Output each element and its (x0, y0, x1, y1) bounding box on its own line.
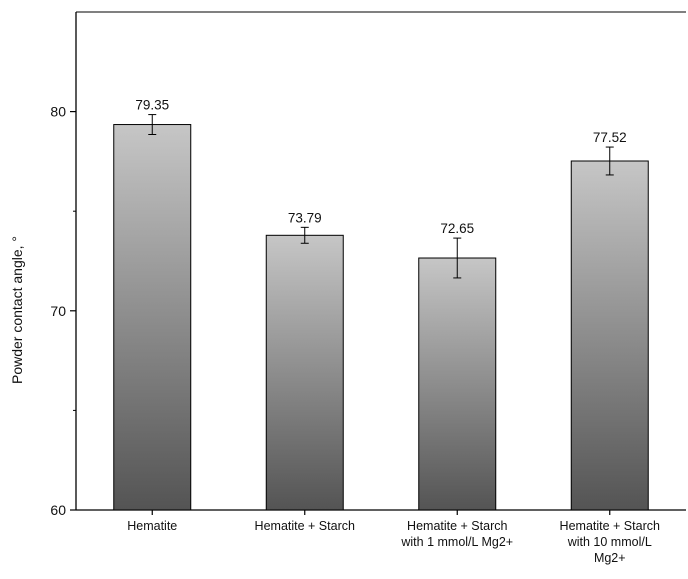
y-axis-ticks: 60 70 80 (50, 104, 76, 518)
data-label: 72.65 (440, 221, 474, 236)
x-tick-label: Hematite + Starch (255, 519, 355, 533)
bars-group (113, 124, 649, 511)
data-label: 77.52 (593, 130, 627, 145)
x-axis-ticks: Hematite Hematite + Starch Hematite + Star… (127, 510, 660, 565)
data-label: 73.79 (288, 210, 322, 225)
y-tick-label: 70 (50, 303, 66, 319)
y-axis-title: Powder contact angle, ° (9, 236, 25, 384)
error-bars-group (148, 114, 614, 279)
x-tick-label: Hematite + Starch with 10 mmol/L Mg2+ (560, 519, 660, 565)
y-tick-label: 60 (50, 502, 66, 518)
data-label: 79.35 (135, 98, 169, 113)
x-tick-label: Hematite + Starch with 1 mmol/L Mg2+ (400, 519, 513, 549)
value-labels-group: 79.35 73.79 72.65 77.52 (135, 98, 626, 237)
y-tick-label: 80 (50, 104, 66, 120)
x-tick-label: Hematite (127, 519, 177, 533)
bar (418, 257, 497, 511)
bar (265, 234, 344, 511)
bar (113, 124, 192, 511)
bar (570, 160, 649, 511)
